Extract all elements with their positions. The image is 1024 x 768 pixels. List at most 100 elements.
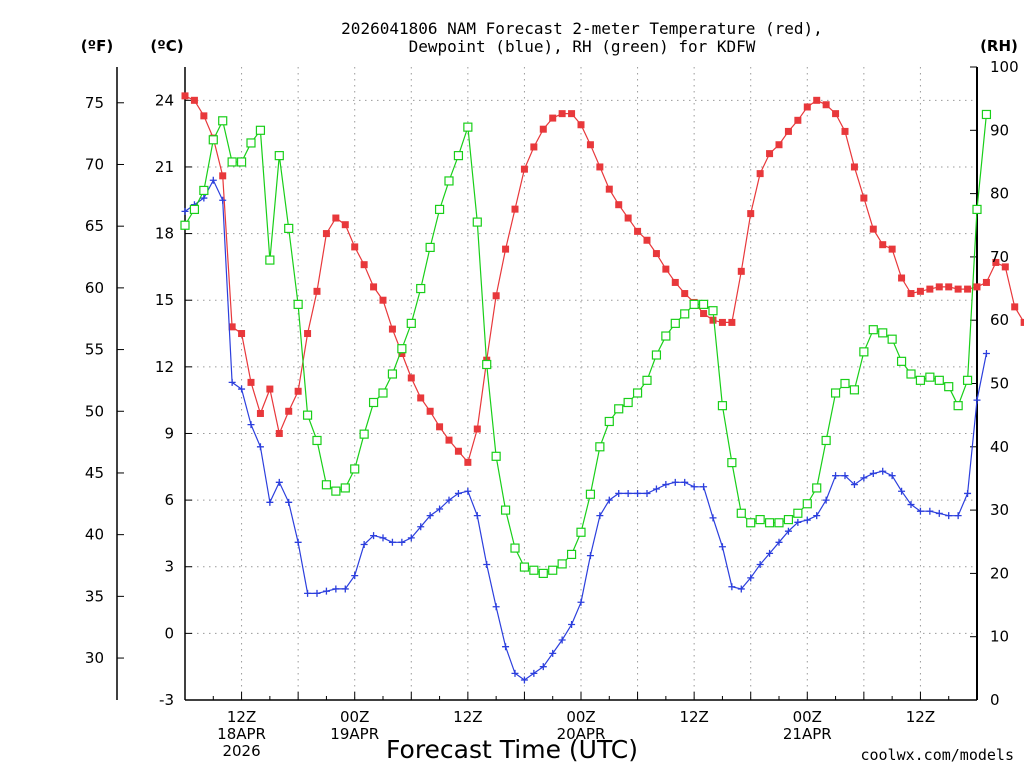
rh-point bbox=[406, 318, 416, 328]
temperature-point bbox=[520, 165, 528, 173]
temperature-point bbox=[586, 141, 594, 149]
fahrenheit-tick-label: 50 bbox=[85, 402, 104, 420]
rh-point bbox=[227, 157, 237, 167]
rh-tick-label: 20 bbox=[990, 564, 1009, 582]
rh-point bbox=[463, 122, 473, 132]
credit-label: coolwx.com/models bbox=[860, 746, 1014, 764]
rh-point bbox=[274, 151, 284, 161]
rh-point bbox=[453, 151, 464, 161]
x-tick-label: 12Z bbox=[453, 708, 482, 726]
rh-point bbox=[548, 565, 558, 575]
temperature-point bbox=[1011, 303, 1019, 311]
rh-point bbox=[972, 204, 982, 215]
rh-point bbox=[793, 508, 803, 518]
temperature-point bbox=[794, 116, 802, 124]
dewpoint-point bbox=[784, 527, 792, 535]
rh-point bbox=[387, 369, 398, 379]
rh-point bbox=[736, 508, 746, 518]
dewpoint-point bbox=[709, 514, 717, 522]
dewpoint-point bbox=[436, 505, 444, 513]
dewpoint-point bbox=[247, 421, 255, 429]
celsius-tick-label: -3 bbox=[159, 691, 174, 709]
dewpoint-point bbox=[954, 512, 962, 520]
dewpoint-point bbox=[756, 561, 764, 569]
temperature-point bbox=[426, 407, 434, 415]
rh-point bbox=[896, 356, 907, 366]
dewpoint-point bbox=[586, 552, 594, 560]
rh-point bbox=[585, 489, 596, 499]
rh-point bbox=[642, 375, 652, 385]
temperature-point bbox=[313, 287, 321, 295]
temperature-point bbox=[652, 250, 660, 258]
dewpoint-point bbox=[832, 472, 840, 480]
rh-point bbox=[708, 306, 718, 316]
temperature-point bbox=[445, 436, 453, 444]
rh-point bbox=[265, 255, 275, 265]
dewpoint-point bbox=[841, 472, 849, 480]
temperature-point bbox=[662, 265, 670, 273]
celsius-tick-label: 12 bbox=[155, 358, 174, 376]
temperature-point bbox=[558, 110, 566, 118]
series-line-rh bbox=[184, 114, 987, 575]
rh-tick-label: 90 bbox=[990, 121, 1009, 139]
rh-point bbox=[868, 325, 878, 335]
temperature-point bbox=[549, 114, 557, 122]
dewpoint-point bbox=[473, 512, 481, 520]
dewpoint-point bbox=[671, 478, 679, 486]
fahrenheit-tick-label: 75 bbox=[85, 94, 104, 112]
temperature-point bbox=[945, 283, 953, 291]
rh-point bbox=[180, 220, 190, 230]
rh-point bbox=[595, 442, 605, 452]
dewpoint-point bbox=[596, 512, 604, 520]
temperature-point bbox=[803, 103, 811, 111]
temperature-point bbox=[379, 296, 387, 304]
dewpoint-point bbox=[634, 489, 642, 497]
temperature-point bbox=[709, 316, 717, 324]
temperature-point bbox=[888, 245, 896, 253]
rh-point bbox=[444, 176, 454, 186]
celsius-tick-label: 3 bbox=[164, 558, 174, 576]
temperature-point bbox=[756, 170, 764, 178]
rh-point bbox=[557, 559, 567, 569]
dewpoint-point bbox=[973, 396, 981, 404]
rh-unit-label: (RH) bbox=[980, 37, 1018, 55]
rh-point bbox=[189, 204, 200, 215]
dewpoint-point bbox=[558, 636, 566, 644]
rh-point bbox=[482, 359, 492, 370]
dewpoint-point bbox=[464, 487, 472, 495]
temperature-point bbox=[634, 227, 642, 235]
rh-tick-label: 80 bbox=[990, 185, 1009, 203]
temperature-point bbox=[1020, 318, 1024, 326]
temperature-point bbox=[511, 205, 519, 213]
temperature-point bbox=[935, 283, 943, 291]
rh-point bbox=[783, 514, 794, 525]
dewpoint-point bbox=[388, 538, 396, 546]
rh-point bbox=[821, 435, 831, 446]
rh-point bbox=[915, 375, 926, 385]
dewpoint-point bbox=[568, 620, 576, 628]
rh-tick-label: 100 bbox=[990, 58, 1019, 76]
dewpoint-point bbox=[492, 603, 500, 611]
dewpoint-point bbox=[304, 589, 312, 597]
dewpoint-point bbox=[539, 663, 547, 671]
dewpoint-point bbox=[483, 561, 491, 569]
fahrenheit-unit-label: (ºF) bbox=[81, 37, 113, 55]
celsius-tick-label: 9 bbox=[164, 424, 174, 442]
dewpoint-point bbox=[502, 643, 510, 651]
temperature-point bbox=[473, 425, 481, 433]
rh-point bbox=[623, 397, 633, 408]
dewpoint-point bbox=[803, 516, 811, 524]
temperature-point bbox=[454, 447, 462, 455]
dewpoint-point bbox=[907, 501, 915, 509]
temperature-point bbox=[982, 278, 990, 286]
dewpoint-point bbox=[294, 538, 302, 546]
dewpoint-point bbox=[275, 478, 283, 486]
celsius-tick-label: 24 bbox=[155, 91, 174, 109]
dewpoint-point bbox=[209, 176, 217, 184]
series-layer bbox=[180, 92, 1024, 684]
dewpoint-point bbox=[662, 481, 670, 489]
rh-tick-label: 40 bbox=[990, 438, 1009, 456]
series-dewpoint bbox=[181, 176, 990, 684]
dewpoint-point bbox=[454, 489, 462, 497]
dewpoint-point bbox=[652, 485, 660, 493]
